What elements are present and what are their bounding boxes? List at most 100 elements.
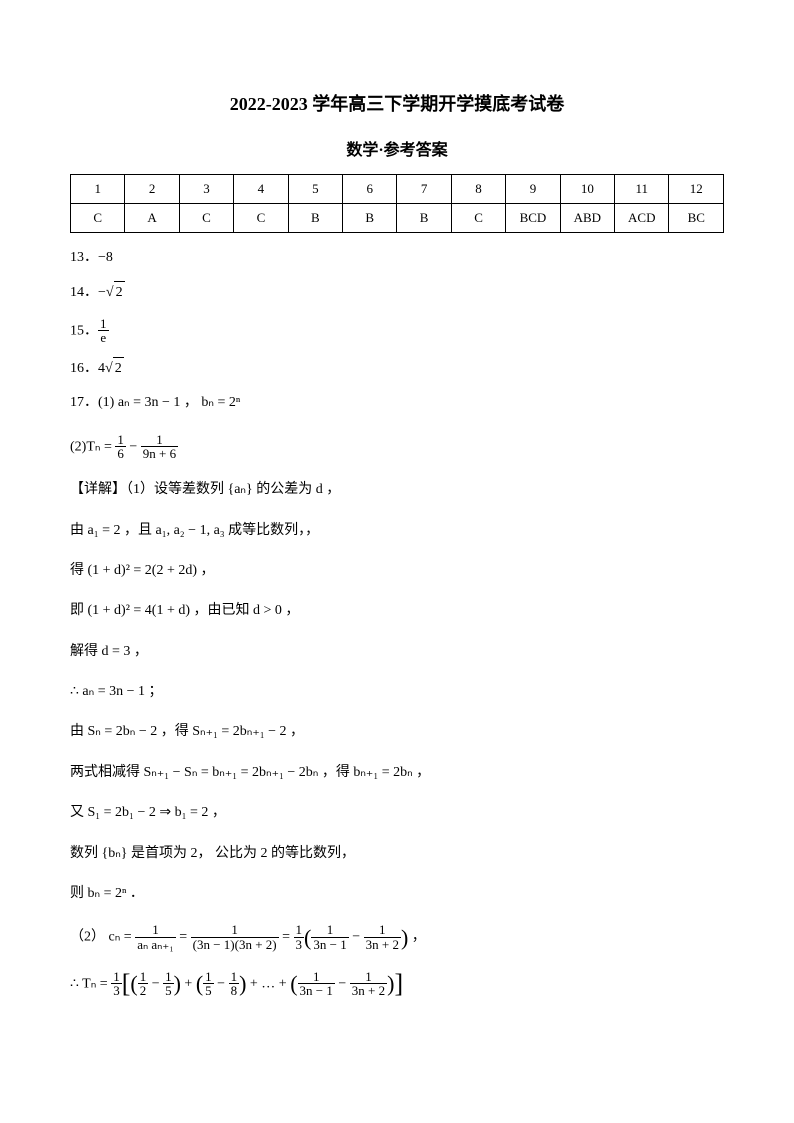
answer-header: 9 — [506, 175, 560, 204]
s13-prefix: ∴ Tₙ = — [70, 976, 111, 991]
q14: 14．−2 — [70, 281, 724, 304]
frac: 13 — [111, 970, 122, 998]
q14-prefix: − — [98, 285, 106, 300]
q17-p1-b: bₙ = 2ⁿ — [201, 395, 240, 410]
q15: 15．1e — [70, 317, 724, 345]
rparen-icon: ) — [387, 973, 394, 995]
frac: 15 — [163, 970, 174, 998]
answer-header: 8 — [451, 175, 505, 204]
answer-header: 3 — [179, 175, 233, 204]
eq: = — [176, 930, 191, 945]
sol-5: 解得 d = 3 ， — [70, 641, 724, 663]
q17-Tn-prefix: Tₙ = — [86, 439, 115, 454]
plus: + — [181, 976, 196, 991]
table-row: 1 2 3 4 5 6 7 8 9 10 11 12 — [71, 175, 724, 204]
frac: 15 — [203, 970, 214, 998]
q15-label: 15． — [70, 323, 98, 338]
answer-cell: A — [125, 204, 179, 233]
answer-cell: BC — [669, 204, 724, 233]
frac: 16 — [115, 433, 126, 461]
answer-header: 11 — [615, 175, 669, 204]
frac: 13n + 2 — [364, 923, 401, 951]
s12-label: （2） — [70, 930, 105, 945]
lparen-icon: ( — [196, 973, 203, 995]
q17-part1: 17．(1) aₙ = 3n − 1 ， bₙ = 2ⁿ — [70, 392, 724, 414]
minus: − — [349, 930, 364, 945]
q16: 16．42 — [70, 357, 724, 380]
frac: 13n + 2 — [350, 970, 387, 998]
sqrt-icon: 2 — [105, 357, 124, 380]
lparen-icon: ( — [304, 927, 311, 949]
answer-cell: ABD — [560, 204, 614, 233]
sol-7: 由 Sₙ = 2bₙ − 2 ，得 Sₙ₊₁ = 2bₙ₊₁ − 2 ， — [70, 721, 724, 743]
minus: − — [148, 976, 163, 991]
page: 2022-2023 学年高三下学期开学摸底考试卷 数学·参考答案 1 2 3 4… — [0, 0, 794, 1123]
minus: − — [214, 976, 229, 991]
title-sub: 数学·参考答案 — [70, 136, 724, 160]
frac: 12 — [138, 970, 149, 998]
frac: 1aₙ aₙ₊₁ — [135, 923, 176, 951]
q14-label: 14． — [70, 285, 98, 300]
answer-header: 10 — [560, 175, 614, 204]
minus: − — [126, 439, 141, 454]
q16-label: 16． — [70, 361, 98, 376]
q13-value: −8 — [98, 250, 113, 265]
q15-frac: 1e — [98, 317, 109, 345]
answer-header: 5 — [288, 175, 342, 204]
answer-header: 2 — [125, 175, 179, 204]
frac: 19n + 6 — [141, 433, 178, 461]
sol-9: 又 S₁ = 2b₁ − 2 ⇒ b₁ = 2 ， — [70, 802, 724, 824]
lbracket-icon: [ — [122, 971, 131, 997]
s12-tail: ， — [408, 930, 426, 945]
q16-coef: 4 — [98, 361, 105, 376]
answer-cell: C — [451, 204, 505, 233]
answer-cell: C — [234, 204, 288, 233]
sol-1: 【详解】（1）设等差数列 {aₙ} 的公差为 d ， — [70, 479, 724, 501]
answer-header: 12 — [669, 175, 724, 204]
frac: 13n − 1 — [298, 970, 335, 998]
frac: 13n − 1 — [311, 923, 348, 951]
lparen-icon: ( — [130, 973, 137, 995]
answer-cell: ACD — [615, 204, 669, 233]
frac: 1(3n − 1)(3n + 2) — [191, 923, 279, 951]
sol-10: 数列 {bₙ} 是首项为 2， 公比为 2 的等比数列， — [70, 843, 724, 865]
eq: = — [279, 930, 294, 945]
table-row: C A C C B B B C BCD ABD ACD BC — [71, 204, 724, 233]
sol-8: 两式相减得 Sₙ₊₁ − Sₙ = bₙ₊₁ = 2bₙ₊₁ − 2bₙ ，得 … — [70, 762, 724, 784]
sol-13: ∴ Tₙ = 13[(12 − 15) + (15 − 18) + … + (1… — [70, 970, 724, 998]
q17-p1-a: aₙ = 3n − 1 ， — [118, 395, 198, 410]
title-main: 2022-2023 学年高三下学期开学摸底考试卷 — [70, 90, 724, 116]
answer-cell: B — [397, 204, 451, 233]
q13-label: 13． — [70, 250, 98, 265]
answer-header: 6 — [343, 175, 397, 204]
answer-cell: B — [343, 204, 397, 233]
q17-p1-label: 17．(1) — [70, 395, 114, 410]
frac: 18 — [229, 970, 240, 998]
q17-p2-label: (2) — [70, 439, 86, 454]
sol-12: （2） cₙ = 1aₙ aₙ₊₁ = 1(3n − 1)(3n + 2) = … — [70, 923, 724, 951]
sol-4: 即 (1 + d)² = 4(1 + d) ，由已知 d > 0 ， — [70, 600, 724, 622]
lparen-icon: ( — [290, 973, 297, 995]
q16-rad: 2 — [113, 357, 124, 380]
answer-cell: BCD — [506, 204, 560, 233]
q14-rad: 2 — [114, 281, 125, 304]
frac: 13 — [294, 923, 305, 951]
sqrt-icon: 2 — [106, 281, 125, 304]
answer-cell: C — [71, 204, 125, 233]
s12-cn-prefix: cₙ = — [109, 930, 136, 945]
q17-part2: (2)Tₙ = 16 − 19n + 6 — [70, 433, 724, 461]
plus: + … + — [246, 976, 290, 991]
answer-header: 4 — [234, 175, 288, 204]
sol-11: 则 bₙ = 2ⁿ ． — [70, 883, 724, 905]
answer-header: 1 — [71, 175, 125, 204]
sol-2: 由 a₁ = 2 ，且 a₁, a₂ − 1, a₃ 成等比数列，， — [70, 520, 724, 542]
answer-cell: C — [179, 204, 233, 233]
rparen-icon: ) — [174, 973, 181, 995]
rbracket-icon: ] — [394, 971, 403, 997]
minus: − — [335, 976, 350, 991]
answer-header: 7 — [397, 175, 451, 204]
sol-3: 得 (1 + d)² = 2(2 + 2d) ， — [70, 560, 724, 582]
answer-cell: B — [288, 204, 342, 233]
answer-table: 1 2 3 4 5 6 7 8 9 10 11 12 C A C C B B B… — [70, 174, 724, 233]
q13: 13．−8 — [70, 247, 724, 269]
